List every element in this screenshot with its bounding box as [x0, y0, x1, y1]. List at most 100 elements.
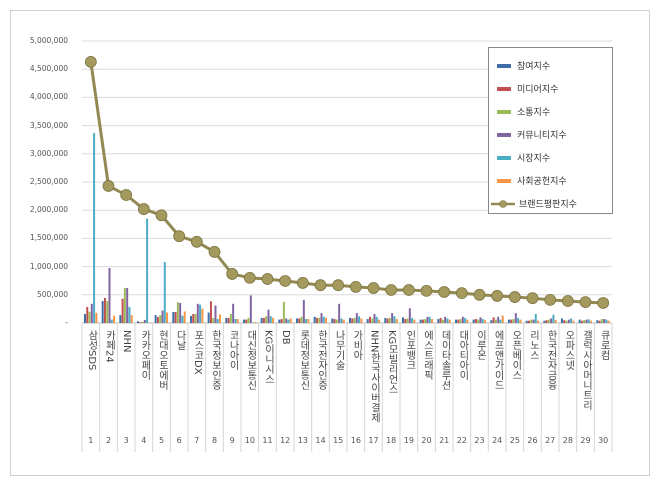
bar-시장지수-가비아	[358, 316, 361, 323]
x-rank-label: 8	[211, 436, 218, 445]
bar-소통지수-코나아이	[229, 313, 232, 323]
bar-사회공헌지수-한국정보인증	[219, 314, 222, 323]
bar-미디어지수-현대오토에버	[156, 317, 159, 323]
bar-미디어지수-DB	[280, 319, 283, 323]
bar-커뮤니티지수-이루온	[479, 317, 482, 323]
legend-label: 사회공헌지수	[517, 177, 567, 187]
legend-line-swatch	[491, 199, 515, 208]
x-category-label: 가비아	[350, 330, 362, 360]
x-category-label: 코나아이	[227, 330, 239, 370]
bar-커뮤니티지수-큐로컴	[603, 319, 606, 323]
bar-참여지수-에스트래픽	[419, 319, 422, 323]
bar-소통지수-DB	[282, 301, 285, 323]
line-marker-나무기술	[332, 279, 345, 292]
bar-소통지수-인포뱅크	[406, 318, 409, 323]
bar-참여지수-KG모빌리언스	[384, 317, 387, 323]
bar-시장지수-롯데정보통신	[305, 319, 308, 323]
bar-커뮤니티지수-다날	[179, 302, 182, 323]
bar-미디어지수-한국정보인증	[209, 301, 212, 323]
x-category-label: 큐로컴	[598, 330, 610, 360]
x-rank-label: 20	[421, 436, 432, 445]
line-marker-인포뱅크	[402, 284, 415, 296]
bar-사회공헌지수-대신정보통신	[254, 321, 257, 323]
bar-소통지수-삼성SDS	[88, 311, 91, 323]
bar-사회공헌지수-다날	[183, 311, 186, 323]
bar-참여지수-삼성SDS	[84, 313, 86, 323]
x-rank-label: 15	[333, 436, 344, 445]
x-rank-label: 4	[141, 436, 147, 445]
x-rank-label: 9	[229, 436, 235, 445]
x-category-label: 대신정보통신	[244, 330, 256, 390]
bar-참여지수-인포뱅크	[402, 317, 404, 323]
bar-커뮤니티지수-KG이니시스	[267, 309, 270, 323]
bar-시장지수-포스코DX	[199, 304, 202, 323]
x-category-label: 에스트래픽	[421, 330, 433, 380]
bar-커뮤니티지수-삼성SDS	[90, 303, 93, 323]
x-category-label: 카카오페이	[138, 330, 150, 380]
line-marker-한국정보인증	[208, 246, 221, 258]
legend-swatch	[497, 109, 511, 114]
bar-소통지수-KG모빌리언스	[388, 317, 391, 323]
bar-사회공헌지수-대아티아이	[466, 319, 469, 323]
bar-참여지수-포스코DX	[190, 315, 192, 323]
y-tick-label: -	[65, 318, 68, 327]
x-category-label: NHN	[121, 330, 133, 353]
line-marker-코나아이	[226, 268, 239, 280]
bar-참여지수-현대오토에버	[154, 315, 157, 323]
bar-커뮤니티지수-데이타솔루션	[444, 316, 447, 323]
bar-시장지수-코나아이	[234, 319, 237, 323]
bar-사회공헌지수-갤럭시아머니트리	[590, 320, 593, 323]
x-rank-label: 23	[474, 436, 485, 445]
line-marker-리노스	[526, 292, 539, 305]
bar-사회공헌지수-오픈베이스	[519, 319, 522, 323]
bar-시장지수-DB	[287, 319, 290, 323]
bar-시장지수-에스트래픽	[428, 316, 431, 323]
bar-사회공헌지수-데이타솔루션	[448, 319, 451, 323]
bar-미디어지수-KG모빌리언스	[386, 318, 389, 323]
legend-label: 참여지수	[517, 62, 551, 72]
bar-사회공헌지수-카페24	[113, 315, 116, 323]
line-marker-NHN한국사이버결제	[367, 282, 380, 294]
bar-시장지수-NHN	[128, 306, 131, 323]
x-rank-label: 21	[439, 436, 450, 445]
x-category-label: 포스코DX	[191, 330, 203, 375]
bar-사회공헌지수-에프앤가이드	[501, 315, 504, 323]
bar-참여지수-한국정보인증	[207, 312, 210, 323]
legend-item: 사회공헌지수	[497, 169, 612, 192]
bar-미디어지수-삼성SDS	[86, 306, 89, 323]
x-category-label: 인포뱅크	[403, 330, 415, 370]
x-rank-label: 19	[403, 436, 414, 445]
bar-참여지수-가비아	[349, 317, 351, 323]
line-marker-큐로컴	[597, 297, 610, 309]
x-category-label: 이루온	[474, 330, 486, 360]
y-tick-label: 4,500,000	[29, 64, 68, 74]
bar-소통지수-롯데정보통신	[300, 316, 303, 323]
legend-item: 브랜드평판지수	[491, 192, 612, 215]
bar-미디어지수-인포뱅크	[404, 319, 407, 323]
x-rank-label: 14	[315, 436, 326, 445]
bar-미디어지수-나무기술	[333, 319, 336, 323]
bar-미디어지수-한국전자금융	[545, 320, 548, 323]
bar-미디어지수-카페24	[103, 297, 106, 323]
bar-소통지수-데이타솔루션	[441, 319, 444, 323]
line-marker-한국전자금융	[544, 293, 557, 306]
x-rank-label: 29	[580, 436, 591, 445]
bar-소통지수-오파스넷	[565, 320, 568, 323]
bar-미디어지수-대신정보통신	[245, 319, 248, 323]
bar-미디어지수-에스트래픽	[421, 319, 424, 323]
legend-item: 참여지수	[497, 54, 612, 77]
bar-참여지수-리노스	[525, 320, 528, 323]
bar-시장지수-카페24	[110, 319, 113, 323]
legend-item: 커뮤니티지수	[497, 123, 612, 146]
legend-item: 소통지수	[497, 100, 612, 123]
line-marker-대아티아이	[455, 287, 468, 300]
bar-시장지수-이루온	[481, 319, 484, 323]
bar-소통지수-다날	[176, 302, 179, 323]
line-marker-삼성SDS	[84, 55, 97, 68]
x-category-label: 리노스	[527, 330, 539, 360]
bar-소통지수-큐로컴	[600, 319, 603, 323]
legend-label: 시장지수	[517, 154, 551, 164]
legend-label: 미디어지수	[517, 85, 559, 95]
bar-미디어지수-카카오페이	[139, 322, 142, 323]
bar-소통지수-NHN한국사이버결제	[371, 318, 374, 323]
